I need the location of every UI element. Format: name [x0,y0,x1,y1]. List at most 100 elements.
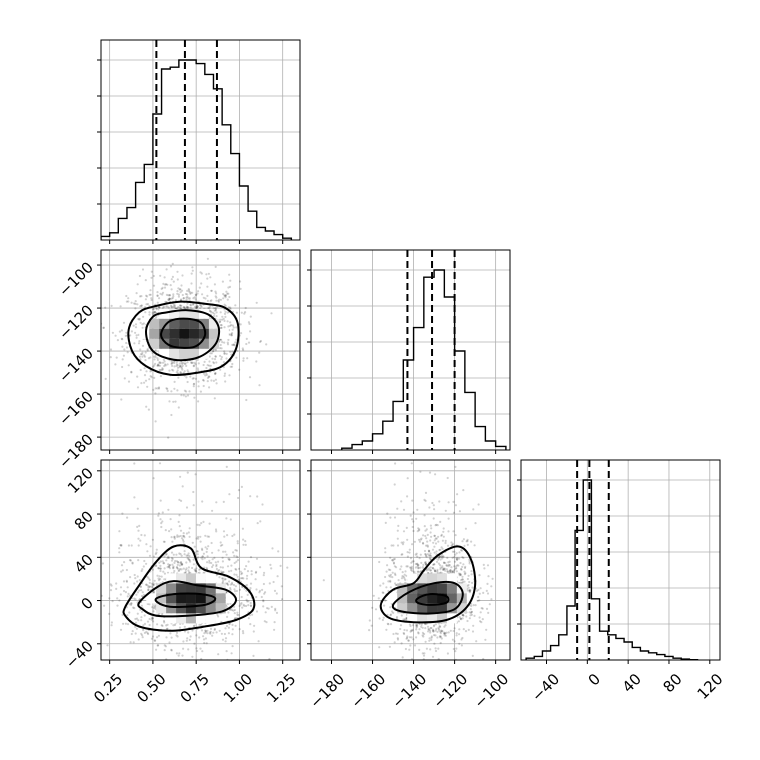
scatter-point [148,603,151,606]
scatter-point [451,571,454,574]
axes-frame [520,459,721,661]
scatter-point [179,364,182,367]
scatter-point [276,575,279,578]
scatter-point [399,627,402,631]
scatter-point [136,612,139,615]
scatter-point [102,326,105,329]
scatter-point [390,544,393,547]
scatter-point [167,298,170,301]
scatter-point [434,473,437,476]
scatter-point [438,625,441,628]
scatter-point [214,528,218,531]
scatter-point [122,354,125,357]
scatter-point [455,558,459,561]
scatter-point [167,436,170,439]
scatter-point [423,525,426,528]
scatter-point [460,638,463,641]
scatter-point [468,611,471,614]
scatter-point [150,616,153,620]
scatter-point [385,570,388,573]
scatter-point [159,564,162,568]
scatter-point [279,564,282,568]
scatter-point [207,545,210,548]
scatter-point [240,311,243,314]
scatter-point [203,632,206,635]
scatter-point [418,528,421,531]
scatter-point [192,383,195,386]
scatter-point [400,577,404,580]
scatter-point [231,583,234,586]
scatter-point [188,571,191,574]
scatter-point [255,610,259,613]
scatter-point [192,625,195,628]
scatter-point [226,298,229,301]
scatter-point [487,611,490,615]
density-cell [437,583,447,594]
scatter-point [433,534,436,538]
scatter-point [249,604,253,608]
scatter-point [400,553,403,556]
scatter-point [439,564,442,567]
scatter-point [200,629,204,632]
scatter-point [454,567,457,570]
scatter-point [270,567,273,570]
scatter-point [236,540,239,543]
scatter-point [441,566,444,569]
scatter-point [170,306,173,309]
y-tick-label: −40 [62,637,97,672]
scatter-point [123,561,126,564]
scatter-point [234,585,237,588]
scatter-point [214,355,217,358]
scatter-point [201,555,204,558]
scatter-point [178,306,181,310]
scatter-point [421,631,424,635]
density-cell [176,613,187,624]
scatter-point [222,297,225,300]
scatter-point [444,541,447,545]
scatter-point [232,609,235,612]
scatter-point [221,318,224,321]
scatter-point [434,524,437,527]
scatter-point [391,576,394,579]
scatter-point [428,567,431,570]
scatter-point [158,462,162,465]
scatter-point [255,595,258,599]
scatter-point [450,570,453,573]
scatter-point [451,550,455,553]
scatter-point [429,557,432,561]
scatter-point [445,564,448,567]
scatter-point [172,305,175,308]
scatter-point [210,289,213,292]
density-cell [189,338,199,349]
scatter-point [193,624,196,627]
scatter-point [483,567,486,570]
scatter-point [136,580,139,583]
scatter-point [134,598,137,601]
scatter-point [222,361,225,364]
scatter-point [214,355,217,358]
scatter-point [165,283,168,286]
scatter-point [211,357,214,360]
scatter-point [143,381,146,384]
scatter-point [443,632,446,635]
scatter-point [127,297,130,300]
scatter-point [481,618,484,621]
scatter-point [175,631,179,635]
scatter-point [214,307,217,310]
scatter-point [468,590,471,593]
scatter-point [401,575,404,578]
scatter-point [159,560,162,563]
scatter-point [230,652,233,655]
scatter-point [439,558,442,561]
scatter-point [125,294,128,298]
scatter-point [263,571,266,575]
scatter-point [432,517,435,520]
scatter-point [184,395,187,398]
scatter-point [140,382,143,385]
scatter-point [119,586,123,589]
scatter-point [422,563,425,567]
scatter-point [183,306,186,309]
scatter-point [231,633,234,636]
scatter-point [222,317,225,320]
scatter-point [138,318,141,321]
